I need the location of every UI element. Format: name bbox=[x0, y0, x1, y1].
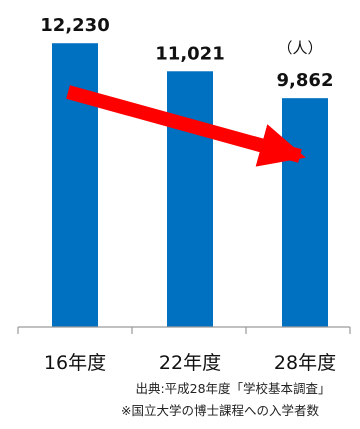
category-label-1: 22年度 bbox=[159, 352, 221, 374]
source-note: 出典:平成28年度「学校基本調査」 bbox=[135, 381, 330, 396]
x-axis-ticks bbox=[17, 327, 351, 334]
value-label-0: 12,230 bbox=[40, 15, 109, 36]
footnote: ※国立大学の博士課程への入学者数 bbox=[121, 403, 319, 418]
bar-1 bbox=[167, 71, 213, 328]
labels-group: 12,230 16年度 11,021 22年度 9,862 28年度 bbox=[40, 15, 336, 374]
category-label-0: 16年度 bbox=[44, 352, 106, 374]
category-label-2: 28年度 bbox=[274, 352, 336, 374]
value-label-2: 9,862 bbox=[277, 70, 334, 91]
bar-0 bbox=[52, 43, 98, 328]
bar-2 bbox=[282, 98, 328, 328]
unit-label: （人） bbox=[277, 39, 322, 57]
value-label-1: 11,021 bbox=[155, 43, 224, 64]
trend-arrow bbox=[66, 85, 306, 167]
